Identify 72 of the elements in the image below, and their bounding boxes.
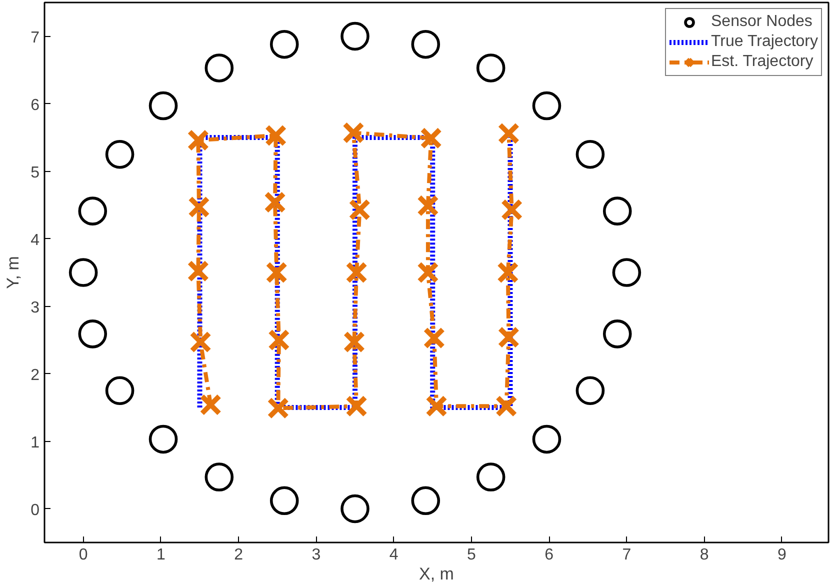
- point: [500, 198, 523, 221]
- legend-label: Est. Trajectory: [711, 53, 814, 71]
- point: [426, 395, 448, 418]
- point: [78, 196, 108, 226]
- x-tick-label: 9: [777, 546, 786, 564]
- point: [190, 331, 212, 354]
- x-tick-label: 7: [622, 546, 632, 564]
- point: [343, 331, 366, 354]
- point: [346, 262, 368, 284]
- point: [204, 462, 234, 492]
- x-tick-label: 4: [389, 546, 398, 564]
- y-tick-label: 4: [30, 232, 40, 249]
- point: [532, 91, 562, 120]
- y-tick-label: 2: [30, 366, 40, 384]
- point: [496, 262, 519, 284]
- y-tick-label: 0: [30, 502, 40, 519]
- point: [340, 22, 370, 51]
- point: [264, 124, 287, 146]
- point: [348, 198, 371, 221]
- point: [270, 30, 299, 59]
- y-tick-label: 6: [30, 96, 40, 114]
- x-tick-label: 1: [156, 546, 166, 564]
- point: [78, 320, 108, 348]
- point: [267, 397, 290, 420]
- point: [346, 395, 368, 418]
- legend-label: True Trajectory: [711, 33, 818, 51]
- point: [68, 258, 98, 287]
- y-tick-label: 1: [30, 434, 40, 452]
- point: [411, 30, 440, 59]
- point: [423, 326, 446, 349]
- point: [268, 329, 290, 351]
- y-tick-label: 7: [30, 29, 40, 46]
- point: [476, 54, 506, 82]
- point: [476, 462, 506, 492]
- point: [105, 376, 134, 405]
- point: [576, 376, 605, 405]
- y-tick-label: 3: [30, 299, 40, 316]
- x-tick-label: 5: [466, 546, 476, 564]
- point: [532, 424, 562, 454]
- point: [411, 486, 440, 516]
- point: [200, 394, 222, 416]
- point: [187, 260, 210, 282]
- legend-label: Sensor Nodes: [711, 13, 812, 31]
- x-tick-label: 2: [234, 546, 244, 564]
- x-tick-label: 8: [700, 546, 709, 564]
- point: [495, 395, 518, 418]
- point: [264, 191, 286, 214]
- point: [148, 91, 178, 120]
- point: [340, 494, 370, 524]
- point: [270, 486, 299, 516]
- x-tick-label: 3: [312, 546, 321, 564]
- point: [498, 122, 520, 144]
- point: [498, 326, 520, 348]
- point: [204, 54, 234, 82]
- x-tick-label: 0: [78, 546, 88, 564]
- point: [416, 262, 439, 284]
- point: [416, 194, 439, 217]
- point: [576, 140, 605, 169]
- point: [187, 129, 210, 152]
- point: [188, 196, 210, 218]
- x-tick-label: 6: [544, 546, 554, 564]
- point: [148, 424, 178, 454]
- y-axis-title: Y, m: [4, 256, 23, 289]
- point: [420, 127, 442, 150]
- point: [602, 196, 632, 226]
- y-tick-label: 5: [30, 164, 40, 182]
- point: [612, 258, 642, 287]
- point: [342, 122, 364, 144]
- point: [105, 140, 134, 169]
- x-axis-title: X, m: [419, 564, 454, 584]
- point: [602, 320, 632, 348]
- point: [266, 262, 288, 284]
